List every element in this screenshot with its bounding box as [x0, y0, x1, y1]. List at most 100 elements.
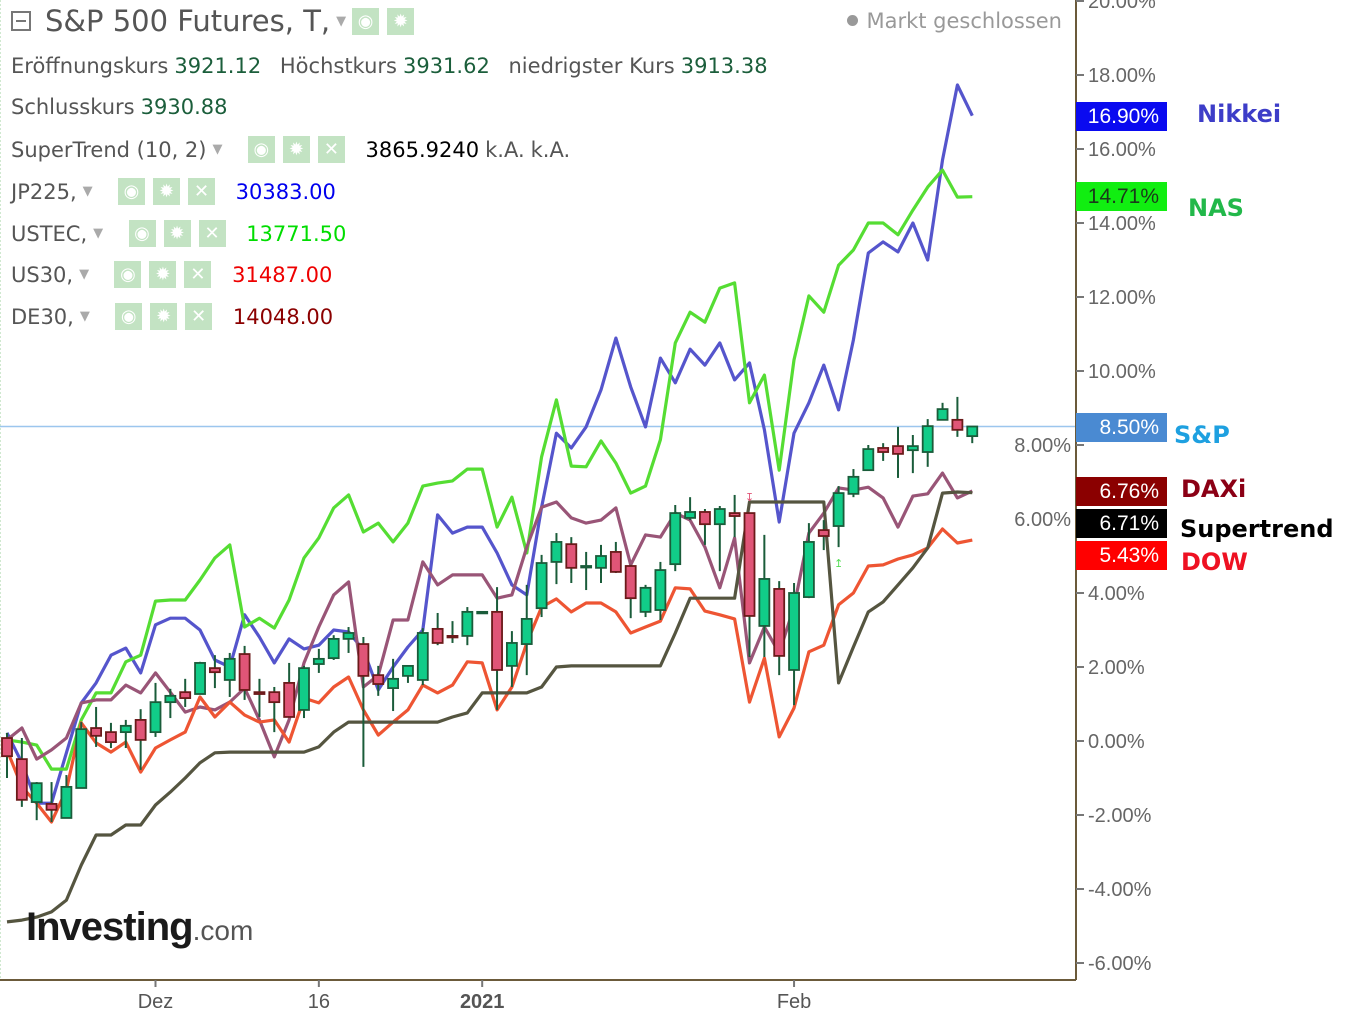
eye-icon[interactable]: ◉: [115, 303, 143, 330]
gear-icon[interactable]: ✹: [149, 261, 177, 288]
candle: [609, 541, 622, 574]
candle: [580, 551, 593, 591]
candle-body: [149, 701, 162, 734]
candle: [105, 722, 117, 749]
close-icon[interactable]: ✕: [198, 220, 226, 247]
candle-body: [416, 632, 429, 681]
chevron-down-icon[interactable]: ▼: [212, 142, 223, 157]
close-icon[interactable]: ✕: [184, 261, 212, 288]
candle-body: [60, 785, 73, 819]
candle-body: [238, 653, 251, 691]
candle-body: [45, 803, 58, 811]
x-tick-label: 2021: [460, 991, 505, 1013]
candle: [30, 782, 43, 821]
candle: [179, 678, 192, 707]
candle-body: [580, 565, 593, 569]
chevron-down-icon[interactable]: ▼: [82, 184, 93, 199]
gear-icon[interactable]: ✹: [163, 220, 191, 247]
candle: [253, 678, 266, 717]
chevron-down-icon[interactable]: ▼: [79, 309, 90, 324]
chevron-down-icon[interactable]: ▼: [336, 13, 347, 29]
candle-body: [372, 674, 385, 685]
low-value: 3913.38: [680, 54, 768, 78]
series-name-label: NAS: [1188, 194, 1244, 222]
gear-icon[interactable]: ✹: [150, 303, 178, 330]
candle: [45, 782, 58, 823]
collapse-icon[interactable]: [11, 11, 31, 31]
indicator-row: USTEC, ▼ ◉ ✹ ✕ 13771.50: [11, 220, 346, 247]
candle: [862, 445, 875, 472]
candle: [684, 497, 696, 521]
eye-icon[interactable]: ◉: [128, 220, 156, 247]
y-axis: -6.00% -4.00% -2.00% 0.00% 2.00% 4.00% 6.00% 8.…: [1014, 0, 1156, 980]
x-tick-label: Feb: [777, 991, 811, 1013]
candle: [936, 402, 949, 421]
candle: [758, 534, 771, 658]
candle: [15, 738, 28, 807]
ohlc-row: Eröffnungskurs 3921.12 Höchstkurs 3931.62 …: [11, 54, 768, 78]
eye-icon[interactable]: ◉: [352, 7, 380, 35]
candle-body: [520, 618, 533, 645]
y-tick-label: 8.00%: [1014, 435, 1071, 457]
indicator-extra: k.A.: [485, 137, 525, 162]
candle-body: [609, 551, 622, 573]
close-icon[interactable]: ✕: [317, 136, 345, 163]
candle: [669, 504, 682, 572]
candle: [595, 544, 607, 584]
candle: [461, 607, 474, 646]
high-label: Höchstkurs: [279, 54, 397, 78]
series-name-label: DOW: [1181, 548, 1248, 576]
indicator-name: JP225,: [11, 179, 77, 204]
candle-body: [90, 727, 102, 737]
candle: [446, 621, 459, 643]
candle: [743, 512, 756, 658]
candle-body: [476, 610, 489, 615]
series-name-label: DAXi: [1181, 475, 1247, 503]
candle-body: [194, 662, 206, 695]
candle-body: [505, 642, 518, 667]
candle-body: [684, 511, 696, 519]
candle: [699, 509, 711, 545]
candle: [624, 564, 637, 619]
close-icon[interactable]: ✕: [185, 303, 213, 330]
candle-body: [491, 610, 503, 671]
candle: [387, 658, 400, 712]
candle: [134, 709, 147, 770]
candle: [713, 506, 726, 572]
logo-main: Investing: [26, 905, 194, 949]
close-icon[interactable]: ✕: [187, 178, 215, 205]
series-line-supertrend: [6, 490, 973, 924]
status-dot-icon: [847, 15, 859, 26]
candle: [773, 581, 786, 676]
candle: [877, 443, 890, 461]
candle-body: [283, 682, 296, 718]
candle-body: [357, 643, 370, 677]
eye-icon[interactable]: ◉: [114, 261, 142, 288]
candle-body: [951, 418, 964, 431]
gear-icon[interactable]: ✹: [387, 7, 415, 35]
candle: [75, 722, 88, 789]
candle-body: [461, 610, 474, 637]
candle: [505, 631, 518, 687]
gear-icon[interactable]: ✹: [152, 178, 180, 205]
candle-body: [906, 445, 919, 452]
candle: [149, 682, 162, 737]
chevron-down-icon[interactable]: ▼: [93, 226, 104, 241]
value-label: 6.76%: [1076, 477, 1167, 506]
candle-body: [30, 782, 43, 803]
series-line-daxi: [6, 471, 973, 761]
candle: [268, 686, 281, 733]
candle: [906, 435, 919, 474]
candle-body: [402, 664, 414, 677]
eye-icon[interactable]: ◉: [117, 178, 145, 205]
y-tick-label: 16.00%: [1088, 139, 1156, 161]
candle: [238, 645, 251, 700]
gear-icon[interactable]: ✹: [282, 136, 310, 163]
eye-icon[interactable]: ◉: [247, 136, 275, 163]
candle: [966, 425, 979, 444]
candle-body: [119, 724, 132, 734]
chevron-down-icon[interactable]: ▼: [79, 267, 90, 282]
candle: [90, 706, 102, 747]
candlestick-series: ↧↥: [1, 396, 979, 823]
candle: [283, 662, 296, 718]
